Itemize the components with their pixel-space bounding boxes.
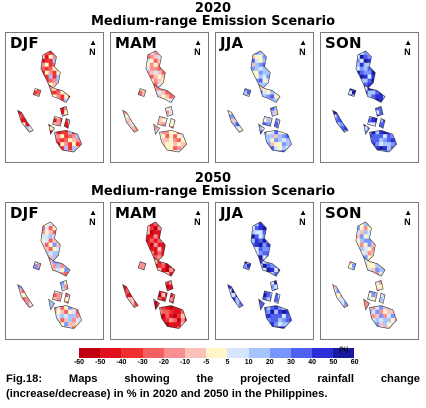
season-label: JJA [220,204,243,222]
philippines-map [332,221,398,329]
philippines-map [17,221,83,329]
philippines-map [122,50,188,153]
section-scenario-2050: Medium-range Emission Scenario [0,185,426,199]
map-panel: DJF ▲ N [5,202,104,340]
season-label: DJF [10,34,39,52]
map-panel: SON ▲ N [320,202,419,340]
map-panel: DJF ▲ N [5,32,104,163]
season-label: SON [325,204,362,222]
map-panel: MAM ▲ N [110,32,209,163]
legend-tick-label: 30 [287,359,295,366]
legend-swatch [163,348,185,358]
philippines-map [332,50,398,153]
season-label: DJF [10,204,39,222]
legend-swatch [79,348,101,358]
north-arrow-icon: ▲ N [89,207,97,227]
legend-tick-label: -10 [180,359,190,366]
philippines-map [227,221,293,329]
figure-caption: Fig.18: Maps showing the projected rainf… [6,372,420,402]
legend-swatch [269,348,291,358]
map-panel: JJA ▲ N [215,202,314,340]
map-panel: SON ▲ N [320,32,419,163]
legend-swatch [142,348,164,358]
legend-tick-label: -60 [74,359,84,366]
legend-swatch [100,348,122,358]
north-arrow-icon: ▲ N [194,207,202,227]
legend-tick-label: 50 [329,359,337,366]
legend-tick-label: -30 [138,359,148,366]
section-year-2050: 2050 [0,172,426,186]
legend-swatch [312,348,334,358]
north-arrow-icon: ▲ N [194,37,202,57]
legend-tick-label: 5 [225,359,229,366]
philippines-map [122,221,188,329]
season-label: MAM [115,34,157,52]
legend-tick-label: 40 [308,359,316,366]
north-arrow-icon: ▲ N [89,37,97,57]
section-year-2020: 2020 [0,2,426,16]
map-panel: MAM ▲ N [110,202,209,340]
legend-tick-label: -20 [159,359,169,366]
caption-line-2: (increase/decrease) in % in 2020 and 205… [6,387,420,402]
north-arrow-icon: ▲ N [299,37,307,57]
legend-swatch [121,348,143,358]
legend-swatch [227,348,249,358]
legend-tick-label: -50 [95,359,105,366]
legend-tick-label: 10 [245,359,253,366]
north-arrow-icon: ▲ N [299,207,307,227]
legend-tick-label: 20 [266,359,274,366]
legend-color-bar [79,348,355,358]
legend-unit: (%) [339,347,348,353]
season-label: JJA [220,34,243,52]
legend-swatch [248,348,270,358]
caption-line-1: Fig.18: Maps showing the projected rainf… [6,372,420,387]
legend-ticks: -60 -50 -40 -30 -20 -10 -5 5 10 20 30 40 50 60 [74,359,379,369]
map-panel: JJA ▲ N [215,32,314,163]
season-label: SON [325,34,362,52]
north-arrow-icon: ▲ N [404,37,412,57]
legend-tick-label: 60 [351,359,359,366]
legend-swatch [206,348,228,358]
philippines-map [17,50,83,153]
legend-swatch [290,348,313,358]
legend-tick-label: -5 [203,359,209,366]
north-arrow-icon: ▲ N [404,207,412,227]
legend-swatch [333,348,355,358]
legend-swatch [184,348,207,358]
legend-tick-label: -40 [116,359,126,366]
season-label: MAM [115,204,157,222]
section-scenario-2020: Medium-range Emission Scenario [0,15,426,29]
philippines-map [227,50,293,153]
